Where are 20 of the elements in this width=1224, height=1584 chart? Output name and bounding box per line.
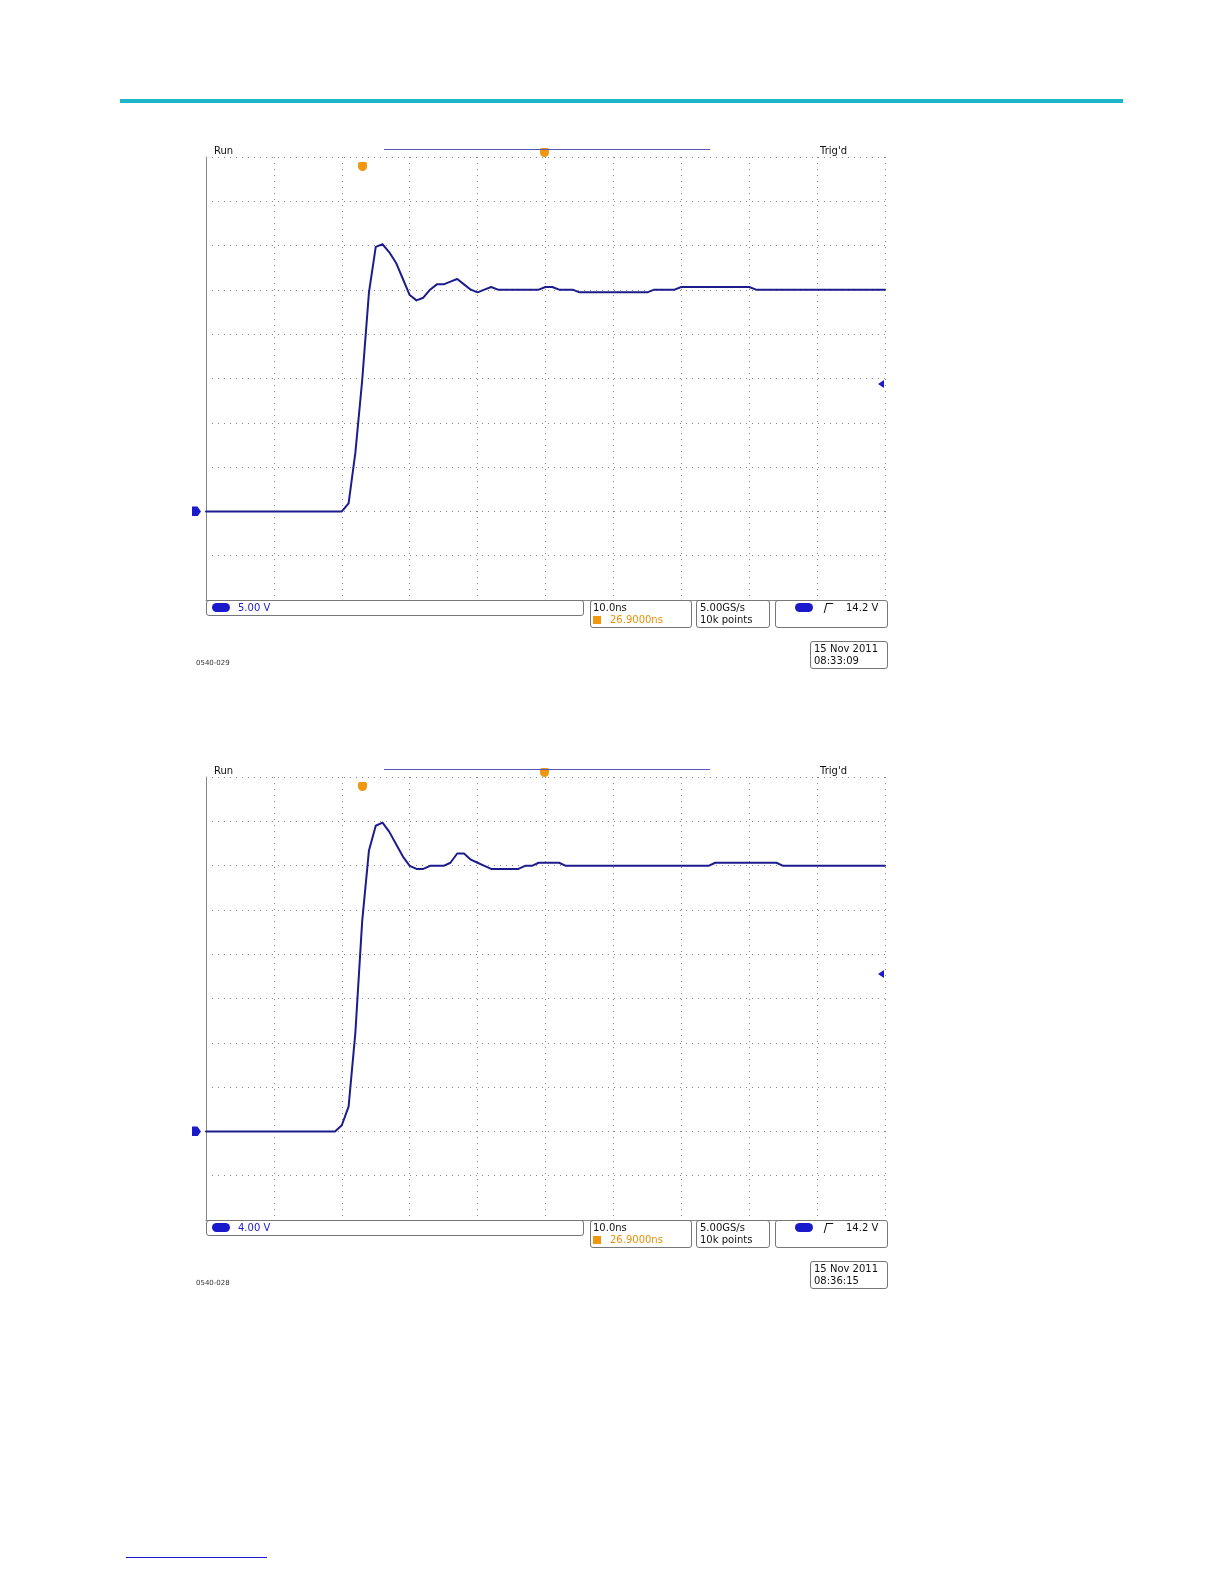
text: Trig'd	[820, 145, 847, 157]
text: Run	[214, 765, 234, 777]
text: 08:33:09	[814, 655, 859, 667]
text: 14.2 V	[846, 602, 879, 614]
text: 14.2 V	[846, 1222, 879, 1234]
text: Trig'd	[820, 765, 847, 777]
text: 26.9000ns	[610, 1234, 663, 1246]
text: 5.00GS/s	[700, 602, 745, 614]
text: 15 Nov 2011	[814, 643, 879, 655]
text: 26.9000ns	[610, 614, 663, 626]
text: 5.00GS/s	[700, 1222, 745, 1234]
text: 15 Nov 2011	[814, 1263, 879, 1275]
text: 10k points	[700, 614, 753, 626]
text: 4.00 V	[238, 1222, 271, 1234]
text: 10.0ns	[593, 602, 627, 614]
text: 08:36:15	[814, 1275, 859, 1287]
text: Run	[214, 145, 234, 157]
text: 10.0ns	[593, 1222, 627, 1234]
text: 10k points	[700, 1234, 753, 1246]
text: 5.00 V	[238, 602, 271, 614]
